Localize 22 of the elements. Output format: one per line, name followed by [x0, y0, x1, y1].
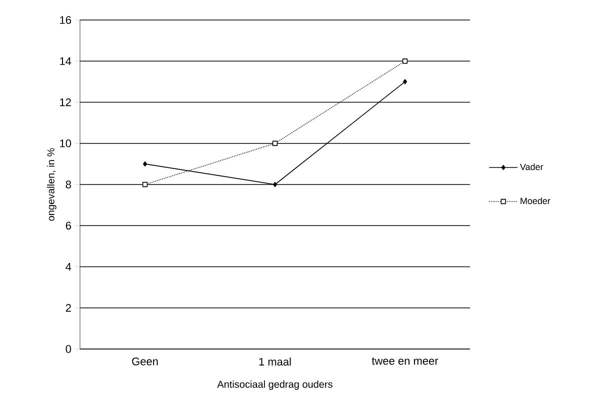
y-tick-label: 4: [66, 262, 72, 271]
x-tick-label: twee en meer: [372, 358, 438, 365]
y-axis-title: ongevallen, in %: [47, 148, 56, 221]
y-tick-label: 10: [60, 139, 72, 148]
point: [142, 182, 148, 188]
x-axis-title: Antisociaal gedrag ouders: [217, 380, 332, 390]
point: [402, 79, 408, 84]
y-tick-label: 8: [66, 180, 71, 188]
legend-label: Moeder: [520, 197, 550, 204]
x-tick-label: 1 maal: [259, 358, 291, 366]
y-tick-label: 12: [60, 98, 71, 106]
y-tick-label: 2: [66, 304, 71, 312]
x-tick-label: Geen: [132, 358, 158, 366]
y-tick-label: 16: [60, 16, 71, 24]
point: [272, 140, 278, 146]
y-tick-label: 6: [66, 222, 71, 230]
y-tick-label: 0: [66, 345, 72, 353]
point: [142, 161, 148, 167]
y-tick-label: 14: [60, 57, 72, 65]
legend-label: Vader: [520, 163, 544, 170]
point: [402, 58, 408, 64]
point: [272, 182, 278, 188]
